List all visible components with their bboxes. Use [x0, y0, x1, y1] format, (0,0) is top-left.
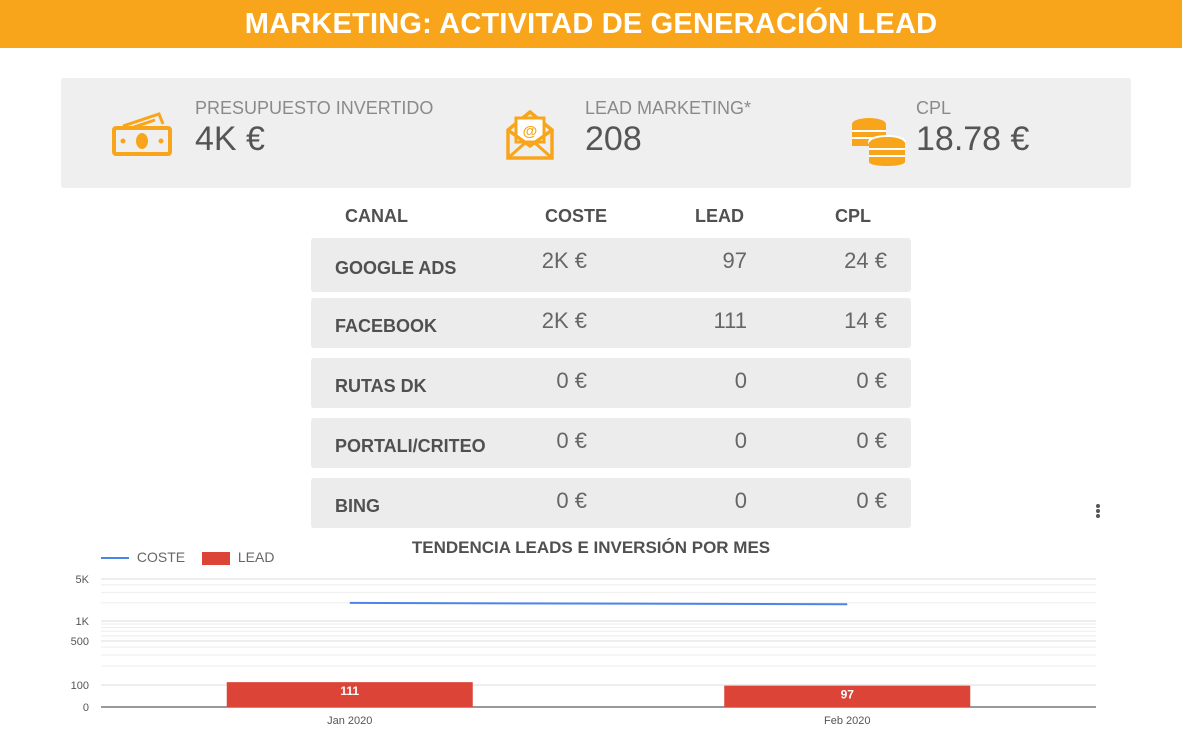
table-row: BING 0 € 0 0 €: [311, 478, 911, 528]
lead-cell: 0: [734, 368, 747, 393]
cpl-cell: 14 €: [844, 308, 887, 333]
page-title: MARKETING: ACTIVITAD DE GENERACIÓN LEAD: [0, 0, 1182, 48]
legend-line-swatch: [101, 557, 129, 560]
lead-cell: 0: [734, 428, 747, 453]
svg-text:@: @: [523, 123, 538, 140]
table-row: FACEBOOK 2K € 111 14 €: [311, 298, 911, 348]
kpi-label: LEAD MARKETING*: [585, 98, 752, 118]
coste-cell: 2K €: [541, 308, 587, 333]
trend-chart: 5K 1K 500 100 0 111 97 Jan 2020 Feb 2020: [71, 574, 1096, 727]
lead-cell: 0: [734, 488, 747, 513]
canal-cell: GOOGLE ADS: [335, 258, 457, 278]
lead-bar: [226, 682, 473, 707]
y-tick-label: 500: [71, 636, 89, 648]
kpi-value: 208: [585, 120, 642, 158]
kpi-value: 18.78 €: [916, 120, 1030, 158]
x-tick-label: Feb 2020: [824, 715, 870, 727]
cpl-cell: 0 €: [856, 428, 887, 453]
legend-bar-swatch: [202, 551, 230, 565]
y-tick-label: 100: [71, 680, 89, 692]
coste-cell: 0 €: [556, 428, 587, 453]
kpi-panel: PRESUPUESTO INVERTIDO 4K € @ LEAD MARKET…: [61, 78, 1131, 188]
chart-menu-icon[interactable]: [1092, 504, 1104, 520]
y-tick-label: 1K: [76, 616, 90, 628]
lead-cell: 97: [722, 248, 747, 273]
kpi-leads: @ LEAD MARKETING* 208: [411, 78, 761, 188]
kpi-label: PRESUPUESTO INVERTIDO: [195, 98, 434, 118]
col-header-cpl[interactable]: CPL: [835, 206, 871, 226]
money-icon: [112, 112, 172, 156]
canal-cell: FACEBOOK: [335, 316, 438, 336]
legend-item-coste[interactable]: COSTE: [101, 549, 185, 565]
cpl-cell: 0 €: [856, 368, 887, 393]
coste-cell: 0 €: [556, 488, 587, 513]
col-header-coste[interactable]: COSTE: [545, 206, 608, 226]
coins-icon: [852, 118, 906, 166]
canal-cell: BING: [335, 496, 380, 516]
kpi-label: CPL: [916, 98, 952, 118]
chart-title: TENDENCIA LEADS E INVERSIÓN POR MES: [411, 538, 771, 557]
kpi-cpl: CPL 18.78 €: [761, 78, 1131, 188]
canal-cell: RUTAS DK: [335, 376, 427, 396]
x-tick-label: Jan 2020: [327, 715, 372, 727]
bar-data-label: 111: [340, 684, 359, 698]
canal-cell: PORTALI/CRITEO: [335, 436, 486, 456]
legend-label: LEAD: [237, 549, 275, 565]
legend-label: COSTE: [136, 549, 186, 565]
table-row: PORTALI/CRITEO 0 € 0 0 €: [311, 418, 911, 468]
lead-cell: 111: [713, 308, 747, 333]
table-row: GOOGLE ADS 2K € 97 24 €: [311, 238, 911, 292]
col-header-canal[interactable]: CANAL: [345, 206, 408, 226]
coste-line: [349, 601, 848, 606]
bar-data-label: 97: [841, 688, 855, 702]
kpi-value: 4K €: [195, 120, 265, 158]
lead-bar: [724, 685, 971, 707]
kpi-budget: PRESUPUESTO INVERTIDO 4K €: [61, 78, 433, 188]
col-header-lead[interactable]: LEAD: [695, 206, 744, 226]
y-tick-label: 0: [83, 702, 89, 714]
coste-cell: 2K €: [541, 248, 587, 273]
table-row: RUTAS DK 0 € 0 0 €: [311, 358, 911, 408]
coste-cell: 0 €: [556, 368, 587, 393]
email-icon: @: [506, 109, 554, 160]
cpl-cell: 24 €: [844, 248, 887, 273]
legend-item-lead[interactable]: LEAD: [202, 549, 274, 565]
y-tick-label: 5K: [76, 574, 90, 586]
cpl-cell: 0 €: [856, 488, 887, 513]
